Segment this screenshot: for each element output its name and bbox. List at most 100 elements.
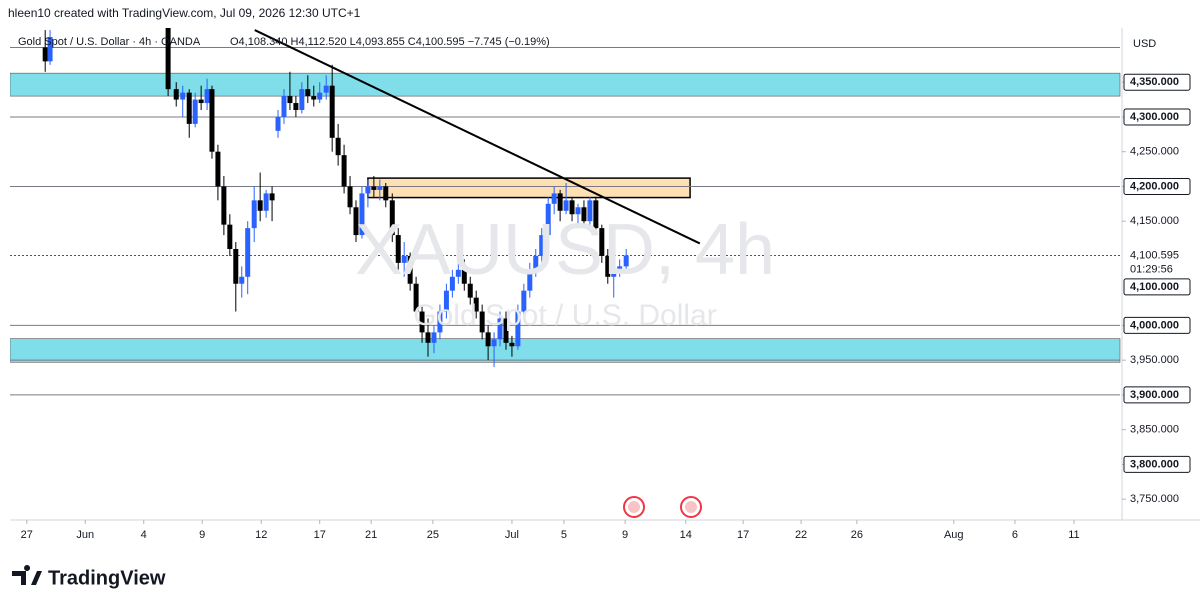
candle-body — [455, 269, 461, 277]
candle-body — [479, 311, 485, 333]
candle-body — [251, 200, 257, 229]
candle-body — [257, 200, 263, 211]
candle-body — [293, 103, 299, 110]
event-flag-icon — [628, 501, 640, 513]
y-tick-label: 3,800.000 — [1130, 458, 1179, 470]
candle-body — [233, 248, 239, 284]
x-tick-label: Aug — [944, 529, 964, 541]
last-price-label: 4,100.595 — [1130, 249, 1179, 261]
y-tick-box — [1123, 455, 1191, 473]
candle-body — [377, 186, 383, 190]
candle-body — [593, 200, 599, 229]
candle-body — [287, 96, 293, 104]
candle-body — [395, 235, 401, 263]
x-tick-label: 4 — [141, 529, 147, 541]
candle-body — [575, 207, 581, 215]
y-tick-label: 3,950.000 — [1130, 354, 1179, 366]
watermark-sub: Gold Spot / U.S. Dollar — [413, 299, 716, 332]
symbol: Gold Spot / U.S. Dollar · 4h · OANDA — [18, 36, 201, 48]
candle-body — [173, 89, 179, 100]
x-tick-label: 14 — [680, 529, 692, 541]
currency: USD — [1133, 38, 1156, 50]
x-tick-label: 12 — [255, 529, 267, 541]
candle-body — [42, 47, 48, 62]
candle-body — [611, 269, 617, 277]
candle-body — [263, 193, 269, 211]
x-tick-label: 6 — [1012, 529, 1018, 541]
candle-body — [491, 339, 497, 347]
candle-body — [503, 318, 509, 343]
candle-body — [467, 283, 473, 298]
candle-body — [204, 89, 210, 104]
x-tick-label: 17 — [314, 529, 326, 541]
candle-body — [527, 269, 533, 291]
zone — [10, 338, 1121, 363]
logo: TradingView — [12, 565, 166, 589]
candle-body — [401, 255, 407, 263]
x-tick-label: Jun — [76, 529, 94, 541]
candle-body — [437, 311, 443, 333]
y-tick-label: 4,350.000 — [1130, 76, 1179, 88]
candle-body — [341, 155, 347, 187]
y-tick-label: 3,750.000 — [1130, 493, 1179, 505]
y-tick-box — [1123, 108, 1191, 126]
candle-body — [569, 200, 575, 215]
x-tick-label: 17 — [737, 529, 749, 541]
candle-body — [587, 200, 593, 222]
candle-body — [419, 311, 425, 333]
candle-body — [545, 203, 551, 236]
candle-body — [389, 200, 395, 236]
candle-body — [329, 85, 335, 138]
y-tick-label: 4,150.000 — [1130, 215, 1179, 227]
candle-body — [425, 332, 431, 343]
candle-body — [599, 228, 605, 256]
candle-body — [239, 276, 245, 284]
candle-body — [227, 224, 233, 249]
candle-body — [473, 297, 479, 312]
candle-body — [299, 89, 305, 110]
header: hleen10 created with TradingView.com, Ju… — [8, 6, 361, 20]
candle-body — [407, 255, 413, 284]
countdown: 01:29:56 — [1130, 263, 1173, 275]
candle-body — [521, 290, 527, 312]
last-price-box — [1124, 247, 1190, 278]
y-tick-box — [1123, 316, 1191, 334]
candle-body — [383, 186, 389, 201]
candle-body — [192, 99, 198, 124]
y-tick-label: 4,250.000 — [1130, 146, 1179, 158]
footer: TradingView — [48, 567, 166, 589]
event-flags — [623, 496, 702, 518]
plot-area — [10, 28, 1122, 396]
candle-body — [515, 311, 521, 347]
candle-body — [311, 96, 317, 100]
candle-body — [431, 332, 437, 343]
candle-body — [245, 228, 251, 277]
level-label: 4,100.000 — [1130, 281, 1179, 293]
candle-body — [449, 276, 455, 291]
candle-body — [359, 193, 365, 236]
x-tick-label: 26 — [851, 529, 863, 541]
x-tick-label: 21 — [365, 529, 377, 541]
y-tick-label: 3,900.000 — [1130, 389, 1179, 401]
logo-mark — [12, 565, 42, 585]
y-tick-label: 4,200.000 — [1130, 180, 1179, 192]
candle-body — [305, 89, 311, 97]
trendline — [254, 29, 701, 245]
y-tick-label: 4,300.000 — [1130, 111, 1179, 123]
y-tick-box — [1123, 177, 1191, 195]
y-tick-label: 3,850.000 — [1130, 424, 1179, 436]
watermark: XAUUSD, 4h — [355, 210, 775, 290]
candle-body — [335, 137, 341, 156]
candle-body — [215, 151, 221, 187]
x-tick-label: 22 — [795, 529, 807, 541]
candle-body — [497, 318, 503, 340]
candle-body — [533, 255, 539, 270]
x-tick-label: Jul — [505, 529, 519, 541]
candle-body — [563, 200, 569, 211]
candle-body — [209, 89, 215, 152]
level-label-box — [1123, 278, 1191, 296]
ohlc: O4,108.340 H4,112.520 L4,093.855 C4,100.… — [230, 36, 550, 48]
x-tick-label: 25 — [427, 529, 439, 541]
